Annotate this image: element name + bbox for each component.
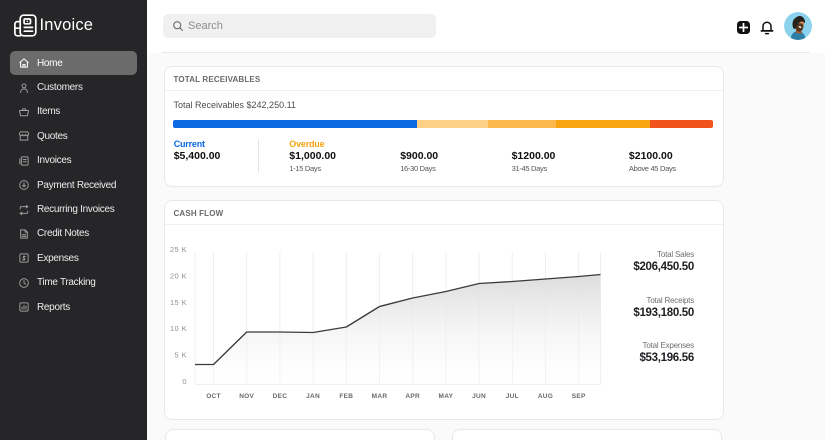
svg-text:25 K: 25 K xyxy=(170,247,187,254)
svg-text:20 K: 20 K xyxy=(170,271,187,280)
svg-text:OCT: OCT xyxy=(206,393,221,400)
svg-text:SEP: SEP xyxy=(572,393,586,400)
svg-text:NOV: NOV xyxy=(239,393,254,400)
svg-text:AUG: AUG xyxy=(538,393,553,400)
svg-text:0: 0 xyxy=(182,377,187,386)
svg-text:10 K: 10 K xyxy=(170,324,187,333)
svg-text:JUN: JUN xyxy=(472,393,486,400)
svg-text:15 K: 15 K xyxy=(170,298,187,307)
svg-text:FEB: FEB xyxy=(339,393,353,400)
svg-text:APR: APR xyxy=(405,393,420,400)
svg-text:MAY: MAY xyxy=(439,393,454,400)
svg-text:5 K: 5 K xyxy=(175,351,187,360)
svg-text:MAR: MAR xyxy=(372,393,388,400)
svg-text:DEC: DEC xyxy=(273,393,288,400)
svg-text:JAN: JAN xyxy=(306,393,320,400)
svg-text:JUL: JUL xyxy=(506,393,519,400)
